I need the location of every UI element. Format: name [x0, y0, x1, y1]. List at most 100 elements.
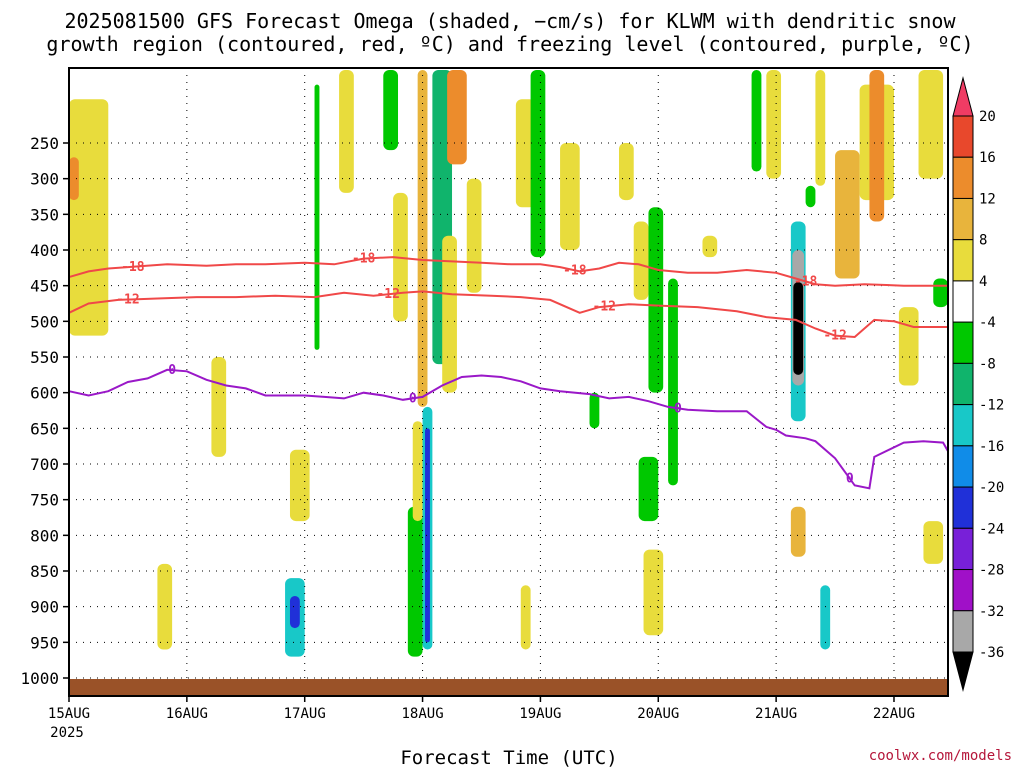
omega-region [835, 150, 860, 279]
omega-region [412, 421, 423, 522]
omega-region [618, 143, 634, 201]
colorbar-swatch [952, 486, 974, 529]
omega-region [442, 235, 457, 393]
chart-title-line1: 2025081500 GFS Forecast Omega (shaded, −… [64, 9, 956, 33]
omega-region [633, 221, 649, 300]
omega-region [530, 70, 546, 258]
omega-region [869, 70, 885, 222]
omega-region [648, 207, 664, 393]
omega-region [407, 506, 423, 657]
omega-region [69, 157, 79, 201]
contour-label: 0 [409, 391, 417, 406]
colorbar-label: -36 [979, 645, 1004, 661]
contour-label: -12 [593, 300, 616, 315]
colorbar-swatch [952, 610, 974, 653]
y-tick-label: 750 [30, 491, 59, 510]
omega-region [933, 278, 948, 308]
contour-label: -12 [116, 293, 139, 308]
colorbar-label: -32 [979, 604, 1004, 620]
omega-region [417, 70, 428, 407]
colorbar-bottom-arrow [952, 651, 974, 692]
contour-line [68, 368, 949, 490]
y-tick-label: 550 [30, 348, 59, 367]
colorbar-label: -20 [979, 480, 1004, 496]
omega-region [447, 70, 467, 165]
omega-region [766, 70, 782, 179]
omega-region [520, 585, 531, 650]
omega-region [289, 449, 310, 522]
contour-label: -18 [563, 263, 587, 278]
y-tick-label: 700 [30, 455, 59, 474]
colorbar-swatch [952, 569, 974, 612]
omega-region [790, 506, 806, 557]
y-tick-label: 1000 [20, 669, 59, 688]
omega-region [383, 70, 399, 151]
contour-label: 0 [846, 472, 854, 487]
omega-region [805, 185, 816, 208]
x-tick-label: 16AUG [166, 706, 208, 722]
colorbar-top-arrow [952, 76, 974, 117]
y-tick-label: 950 [30, 633, 59, 652]
x-tick-year: 2025 [50, 725, 84, 741]
contour-label: -12 [376, 287, 399, 302]
chart-title-line2: growth region (contoured, red, ºC) and f… [46, 32, 973, 56]
omega-region [560, 143, 580, 250]
contour-lines: -18 -18 -18 -18 -12 -12 -12 -12 0 0 0 0 [68, 252, 949, 490]
colorbar-swatch [952, 445, 974, 488]
omega-region [923, 521, 944, 564]
colorbar-swatch [952, 115, 974, 158]
colorbar-label: 16 [979, 150, 996, 166]
colorbar-swatch [952, 280, 974, 323]
colorbar-swatch [952, 527, 974, 571]
omega-region [918, 70, 944, 179]
colorbar-swatch [952, 404, 974, 447]
omega-region [668, 278, 678, 486]
colorbar-swatch [952, 156, 974, 199]
colorbar-swatch [952, 321, 974, 364]
omega-region [339, 70, 354, 193]
omega-region [751, 70, 762, 172]
y-tick-label: 800 [30, 526, 59, 545]
omega-region [702, 235, 718, 258]
x-tick-label: 19AUG [519, 706, 561, 722]
omega-region [425, 428, 430, 643]
colorbar-label: 20 [979, 109, 996, 125]
omega-region [815, 70, 826, 186]
y-tick-label: 400 [30, 241, 59, 260]
y-tick-label: 600 [30, 384, 59, 403]
colorbar-label: -4 [979, 315, 996, 331]
colorbar-label: -8 [979, 356, 996, 372]
y-tick-label: 300 [30, 170, 59, 189]
contour-line [68, 256, 948, 287]
omega-region [589, 392, 600, 429]
omega-region [211, 357, 227, 457]
colorbar-label: 12 [979, 191, 996, 207]
y-tick-label: 500 [30, 312, 59, 331]
y-tick-label: 650 [30, 419, 59, 438]
x-tick-label: 22AUG [873, 706, 915, 722]
x-tick-label: 20AUG [637, 706, 679, 722]
x-tick-label: 17AUG [284, 706, 326, 722]
pressure-axis-ticks: 250 300 350 400 450 500 550 600 650 700 750 800 850 9… [20, 134, 69, 688]
credit-text: coolwx.com/models [869, 748, 1012, 764]
x-tick-label: 15AUG [48, 706, 90, 722]
x-tick-label: 21AUG [755, 706, 797, 722]
omega-region [69, 99, 109, 336]
omega-region [289, 595, 300, 629]
y-tick-label: 250 [30, 134, 59, 153]
colorbar-label: -16 [979, 439, 1004, 455]
colorbar-swatch [952, 197, 974, 241]
y-tick-label: 850 [30, 562, 59, 581]
colorbar-swatch [952, 239, 974, 282]
omega-region [898, 307, 919, 386]
colorbar-label: 4 [979, 274, 987, 290]
plot-frame [68, 67, 949, 697]
colorbar-swatch [952, 362, 974, 406]
colorbar-label: -24 [979, 521, 1004, 537]
contour-label: 0 [168, 363, 176, 378]
omega-region [793, 282, 804, 375]
omega-region [820, 585, 831, 650]
contour-label: 0 [674, 401, 682, 416]
omega-region [643, 549, 664, 636]
omega-region [466, 178, 482, 293]
